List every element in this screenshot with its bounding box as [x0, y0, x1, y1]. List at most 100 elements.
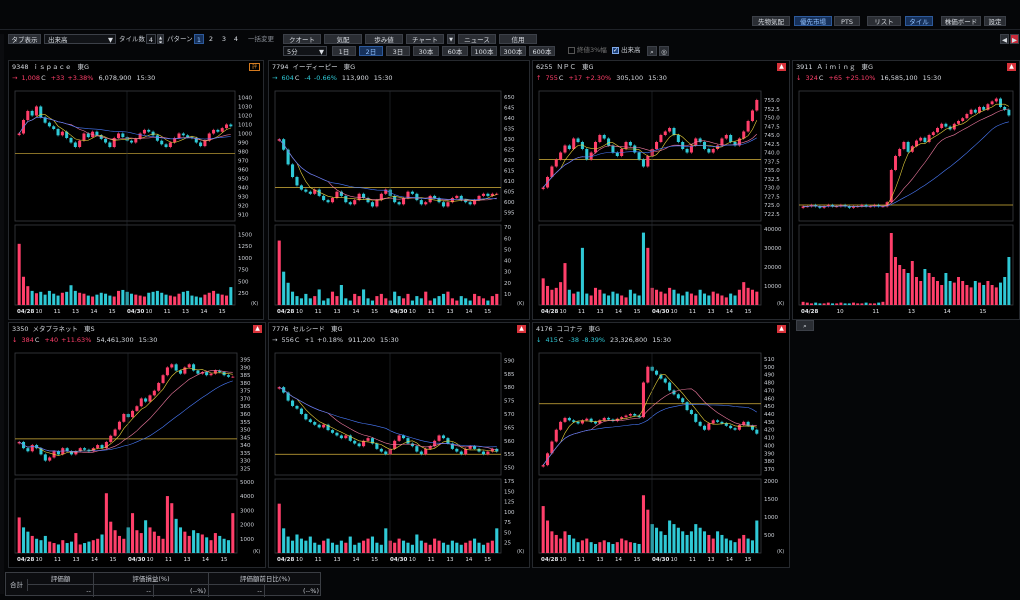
candle: [433, 440, 437, 447]
pattern-2-button[interactable]: 2: [208, 35, 214, 43]
pattern-3-button[interactable]: 3: [221, 35, 227, 43]
candle: [216, 129, 220, 132]
span-button-5[interactable]: 100本: [471, 46, 497, 56]
span-button-1[interactable]: 2日: [359, 46, 383, 56]
settings-icon[interactable]: ◎: [659, 46, 669, 56]
volume-checkbox[interactable]: ✓: [612, 47, 619, 54]
stock-tile[interactable]: 7794 イーディーピー 東G → 604C -4 -0.66% 113,900 15:30 65…: [268, 60, 530, 320]
volume-bar: [944, 273, 948, 305]
price-chart[interactable]: 1040103010201010100099098097096095094093…: [9, 85, 263, 319]
volume-bar: [737, 289, 741, 305]
magnifier-icon[interactable]: ⌕: [796, 320, 814, 331]
volume-bar: [755, 520, 759, 553]
stock-name: ＮＰＣ: [556, 63, 577, 71]
price-chart[interactable]: 650 645 640 635 630 625 620 615 610 605 600 595 70 60…: [269, 85, 529, 319]
header-button-0[interactable]: 先物気配: [752, 16, 790, 26]
volume-bar: [729, 293, 733, 305]
stock-tile[interactable]: 3911 Ａｉｍｉｎｇ 東G ↓ 324C +65 +25.10% 16,585,100 15:…: [792, 60, 1020, 320]
stock-tile[interactable]: 3350 メタプラネット 東S ↓ 384C +40 +11.63% 54,461,300 15…: [8, 322, 266, 568]
y-tick-label: 570: [504, 412, 515, 418]
span-button-2[interactable]: 3日: [386, 46, 410, 56]
market-label: 東G: [588, 325, 601, 333]
tile-title: 6255 ＮＰＣ 東G: [536, 62, 594, 72]
candle: [147, 129, 151, 132]
volume-bar: [225, 295, 229, 305]
margin-button[interactable]: 信用: [499, 34, 537, 44]
x-tick-label: 15: [484, 309, 491, 315]
volume-bar: [620, 295, 624, 305]
candle: [317, 424, 321, 428]
x-tick-label: 10: [671, 557, 678, 563]
interval-select[interactable]: 5分 ▼: [283, 46, 327, 56]
footer-header-valuation: 評価額: [28, 573, 94, 585]
ticks-button[interactable]: 歩み値: [365, 34, 403, 44]
header-button-4[interactable]: タイル: [905, 16, 933, 26]
volume-bar: [187, 535, 191, 553]
stock-tile[interactable]: 7776 セルシード 東G → 556C +1 +0.18% 911,200 15:30 ▲ 590…: [268, 322, 530, 568]
nav-left-button[interactable]: ◀: [1000, 34, 1009, 44]
close-range-checkbox[interactable]: [568, 47, 575, 54]
candle: [313, 189, 317, 194]
volume-tick-label: 70: [504, 225, 511, 231]
candle: [628, 142, 632, 146]
price-change-pct: +3.38%: [67, 74, 94, 82]
volume-bar: [580, 540, 584, 553]
price-chart[interactable]: 04/28 10 11 13 14 15: [793, 85, 1019, 319]
dropdown-toggle[interactable]: ▼: [447, 34, 455, 44]
y-tick-label: 400: [764, 443, 775, 449]
span-button-6[interactable]: 300本: [500, 46, 526, 56]
zoom-icon[interactable]: ⌕: [647, 46, 657, 56]
volume-value: 16,585,100: [880, 74, 918, 82]
alert-icon[interactable]: ▲: [777, 325, 786, 333]
price-chart[interactable]: 3953903853803753703653603553503453403353…: [9, 347, 265, 567]
rating-badge[interactable]: 評: [249, 63, 260, 71]
candle: [450, 443, 454, 449]
candle: [847, 206, 851, 208]
span-button-4[interactable]: 60本: [442, 46, 468, 56]
sort-select[interactable]: 出来高 ▼: [44, 34, 116, 44]
quote-button[interactable]: クオート: [283, 34, 321, 44]
price-chart[interactable]: 590 585 580 575 570 565 560 555 550 175 150 125 100 7…: [269, 347, 529, 567]
price-chart[interactable]: 755.0 752.5 750.0 747.5 745.0 742.5 740.0 737.5…: [533, 85, 789, 319]
volume-bar: [326, 538, 330, 553]
span-button-0[interactable]: 1日: [332, 46, 356, 56]
volume-bar: [437, 296, 441, 305]
span-button-7[interactable]: 600本: [529, 46, 555, 56]
tile-count-stepper[interactable]: ▲ ▼: [157, 34, 164, 44]
price-change: +1: [304, 336, 315, 344]
stock-tile[interactable]: 6255 ＮＰＣ 東G ↑ 755C +17 +2.30% 305,100 15:30 ▲ 755.…: [532, 60, 790, 320]
volume-bar: [299, 298, 303, 305]
header-button-5[interactable]: 株価ボード: [941, 16, 981, 26]
header-button-6[interactable]: 設定: [984, 16, 1006, 26]
chart-button[interactable]: チャート: [406, 34, 444, 44]
stock-tile[interactable]: 9348 ｉｓｐａｃｅ 東G → 1,008C +33 +3.38% 6,078,900 15:…: [8, 60, 264, 320]
volume-bar: [168, 295, 172, 305]
board-button[interactable]: 気配: [324, 34, 362, 44]
news-button[interactable]: ニュース: [458, 34, 496, 44]
alert-icon[interactable]: ▲: [1007, 63, 1016, 71]
close-flag: C: [41, 74, 46, 82]
tile-title: 7776 セルシード 東G: [272, 324, 343, 334]
header-button-3[interactable]: リスト: [867, 16, 901, 26]
y-tick-label: 370: [764, 467, 775, 473]
alert-icon[interactable]: ▲: [517, 325, 526, 333]
y-tick-label: 727.5: [764, 194, 780, 200]
header-button-2[interactable]: PTS: [834, 16, 860, 26]
nav-right-button[interactable]: ▶: [1010, 34, 1019, 44]
pattern-1-button[interactable]: 1: [194, 34, 204, 44]
candle: [607, 138, 611, 146]
candle: [161, 375, 165, 383]
tab-display-button[interactable]: タブ表示: [8, 34, 41, 44]
stock-tile[interactable]: 4176 ココナラ 東G ↓ 415C -38 -8.39% 23,326,800 15:30 ▲…: [532, 322, 790, 568]
volume-tick-label: 1000: [240, 537, 254, 543]
volume-unit-label: (K): [517, 301, 524, 307]
tile-count-input[interactable]: 4: [146, 34, 156, 44]
volume-bar: [415, 296, 419, 305]
candle: [177, 133, 181, 138]
alert-icon[interactable]: ▲: [253, 325, 262, 333]
pattern-4-button[interactable]: 4: [233, 35, 239, 43]
span-button-3[interactable]: 30本: [413, 46, 439, 56]
alert-icon[interactable]: ▲: [777, 63, 786, 71]
header-button-1[interactable]: 優先市場: [794, 16, 832, 26]
